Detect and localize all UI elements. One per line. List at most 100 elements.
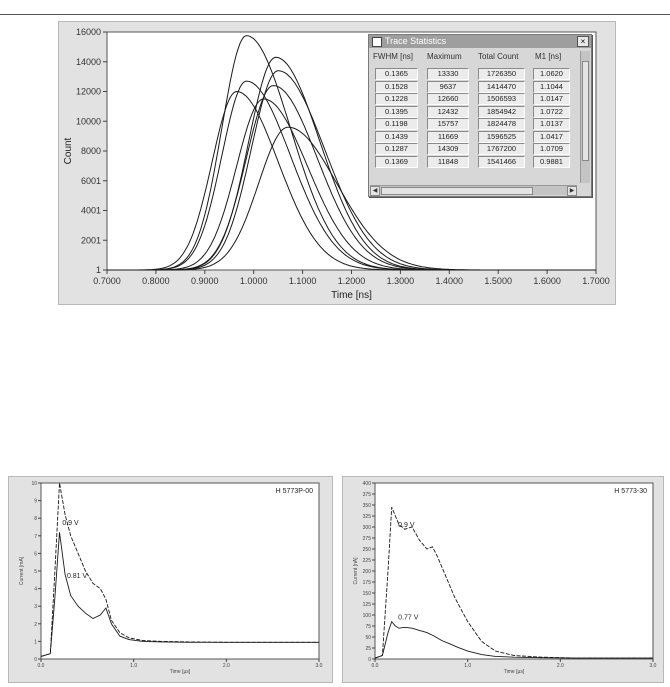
scroll-left-icon[interactable]: ◀ (370, 186, 380, 196)
x-axis-label: Time [µs] (504, 669, 525, 675)
cell-fwhm: 0.1395 (375, 105, 418, 118)
x-tick-label: 0.7000 (93, 276, 121, 286)
y-tick-label: 275 (363, 536, 372, 542)
x-tick-label: 1.6000 (533, 276, 561, 286)
y-tick-label: 125 (363, 602, 372, 608)
x-tick-label: 0.8000 (142, 276, 170, 286)
x-tick-label: 2.0 (223, 663, 230, 669)
cell-m1: 1.0417 (533, 130, 570, 143)
x-tick-label: 1.0000 (240, 276, 268, 286)
x-tick-label: 1.1000 (289, 276, 317, 286)
cell-maximum: 14309 (427, 143, 469, 155)
x-tick-label: 1.4000 (436, 276, 464, 286)
header-m1: M1 [ns] (535, 52, 562, 61)
vertical-scrollbar[interactable] (580, 51, 590, 183)
y-tick-label: 0 (34, 657, 37, 663)
stats-row: 0.1228 12660 1506593 1.0147 (369, 93, 579, 106)
y-tick-label: 9 (34, 499, 37, 505)
cell-fwhm: 0.1439 (375, 130, 418, 143)
y-tick-label: 75 (365, 624, 371, 630)
y-tick-label: 350 (363, 503, 372, 509)
cell-fwhm: 0.1528 (375, 80, 418, 93)
cell-maximum: 12432 (427, 105, 469, 118)
y-axis-label: Current [mA] (19, 556, 25, 585)
stats-row: 0.1395 12432 1854942 1.0722 (369, 105, 579, 119)
x-axis-label: Time [µs] (170, 669, 191, 675)
x-tick-label: 1.0 (464, 663, 471, 669)
y-tick-label: 225 (363, 558, 372, 564)
y-tick-label: 8000 (81, 146, 101, 156)
chart-title: H 5773P-00 (276, 488, 313, 495)
x-tick-label: 1.7000 (582, 276, 610, 286)
window-titlebar[interactable]: Trace Statistics × (369, 35, 591, 48)
y-tick-label: 250 (363, 547, 372, 553)
cell-m1: 1.0137 (533, 118, 570, 130)
y-tick-label: 50 (365, 635, 371, 641)
y-tick-label: 4001 (81, 206, 101, 216)
horizontal-scroll-thumb[interactable] (381, 187, 533, 195)
series-annotation: 0.9 V (398, 522, 415, 529)
vertical-scroll-thumb[interactable] (582, 61, 589, 161)
current-chart-right: 0 25 50 75 100 125 150 175 200 225 250 275 300 325 350… (353, 481, 657, 675)
x-tick-label: 3.0 (316, 663, 323, 669)
cell-m1: 1.0620 (533, 68, 570, 80)
trace-statistics-window[interactable]: Trace Statistics × FWHM [ns] Maximum Tot… (368, 34, 592, 197)
x-axis-label: Time [ns] (331, 290, 372, 301)
x-tick-label: 0.0 (38, 663, 45, 669)
series-annotation: 0.81 V (67, 573, 88, 580)
y-tick-label: 10000 (76, 116, 101, 126)
y-tick-label: 1 (96, 265, 101, 275)
cell-m1: 0.9881 (533, 155, 570, 168)
plot-area (40, 482, 320, 660)
y-tick-label: 12000 (76, 87, 101, 97)
cell-m1: 1.1044 (533, 80, 570, 93)
close-icon[interactable]: × (577, 36, 589, 47)
y-tick-label: 7 (34, 534, 37, 540)
cell-total-count: 1596525 (478, 130, 525, 143)
header-maximum: Maximum (427, 52, 462, 61)
y-tick-label: 6001 (81, 176, 101, 186)
cell-total-count: 1541466 (478, 155, 525, 168)
current-trace-1 (374, 507, 653, 659)
y-tick-label: 150 (363, 591, 372, 597)
cell-maximum: 15757 (427, 118, 469, 130)
cell-total-count: 1854942 (478, 105, 525, 118)
x-tick-label: 0.9000 (191, 276, 219, 286)
header-fwhm: FWHM [ns] (373, 52, 413, 61)
y-tick-label: 200 (363, 569, 372, 575)
current-trace-2 (374, 620, 653, 659)
x-tick-label: 0.0 (372, 663, 379, 669)
header-total-count: Total Count (478, 52, 519, 61)
cell-total-count: 1824478 (478, 118, 525, 130)
y-tick-label: 4 (34, 587, 37, 593)
cell-fwhm: 0.1228 (375, 93, 418, 105)
y-tick-label: 6 (34, 551, 37, 557)
window-title: Trace Statistics (385, 36, 447, 46)
window-icon (372, 37, 382, 47)
stats-row: 0.1528 9637 1414470 1.1044 (369, 80, 579, 94)
series-annotation: 0.9 V (62, 520, 79, 527)
y-tick-label: 100 (363, 613, 372, 619)
page-top-rule (0, 14, 670, 15)
cell-maximum: 13330 (427, 68, 469, 80)
stats-row: 0.1198 15757 1824478 1.0137 (369, 118, 579, 131)
cell-maximum: 11848 (427, 155, 469, 168)
scroll-right-icon[interactable]: ▶ (567, 186, 577, 196)
cell-maximum: 11669 (427, 130, 469, 143)
y-tick-label: 325 (363, 514, 372, 520)
cell-maximum: 9637 (427, 80, 469, 93)
x-tick-label: 1.5000 (484, 276, 512, 286)
timing-trace-8 (107, 126, 596, 271)
y-tick-label: 400 (363, 481, 372, 487)
cell-total-count: 1414470 (478, 80, 525, 93)
y-tick-label: 25 (365, 646, 371, 652)
y-tick-label: 0 (368, 657, 371, 663)
stats-table: 0.1365 13330 1726350 1.0620 0.1528 9637 141447… (369, 68, 579, 168)
cell-m1: 1.0709 (533, 143, 570, 155)
cell-fwhm: 0.1365 (375, 68, 418, 80)
current-chart-panel-right: 0 25 50 75 100 125 150 175 200 225 250 275 300 325 350… (342, 476, 664, 683)
cell-fwhm: 0.1369 (375, 155, 418, 168)
horizontal-scrollbar[interactable]: ◀ ▶ (370, 185, 577, 196)
stats-row: 0.1287 14309 1767200 1.0709 (369, 143, 579, 156)
cell-m1: 1.0147 (533, 93, 570, 105)
